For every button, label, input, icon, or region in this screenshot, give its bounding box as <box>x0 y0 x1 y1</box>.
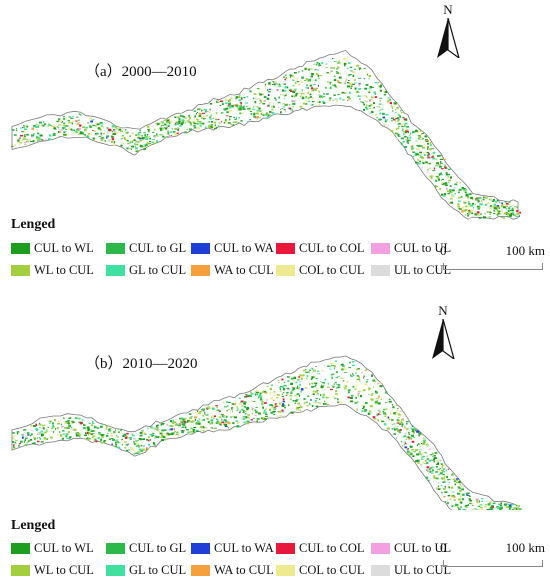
legend-swatch <box>11 264 30 276</box>
legend-item: WL to CUL <box>11 562 94 578</box>
north-arrow-a: N <box>428 2 468 58</box>
legend-item: WL to CUL <box>11 262 94 278</box>
panel-label-a: （a）2000—2010 <box>85 64 197 80</box>
scale-bar-b: 0 100 km <box>440 540 545 574</box>
legend-label: GL to CUL <box>129 562 187 577</box>
north-arrow-icon <box>432 319 455 359</box>
legend-swatch <box>11 564 30 576</box>
legend-item: CUL to WL <box>11 540 94 556</box>
legend-label: COL to CUL <box>299 262 365 277</box>
legend-item: WA to CUL <box>191 262 274 278</box>
legend-item: CUL to UL <box>371 540 451 556</box>
north-letter-b: N <box>438 303 448 318</box>
legend-label: WL to CUL <box>34 562 94 577</box>
legend-swatch <box>11 242 30 254</box>
legend-item: WA to CUL <box>191 562 274 578</box>
legend-label: UL to CUL <box>394 562 452 577</box>
legend-swatch <box>106 264 125 276</box>
legend-item: CUL to UL <box>371 240 451 256</box>
legend-item: CUL to GL <box>106 240 186 256</box>
legend-item: GL to CUL <box>106 262 186 278</box>
change-map-b <box>11 355 522 510</box>
legend-label: CUL to WA <box>214 240 274 255</box>
scale-line <box>443 560 543 567</box>
legend-label: WL to CUL <box>34 262 94 277</box>
scale-max-label: 100 km <box>505 540 545 555</box>
legend-item: CUL to COL <box>276 240 365 256</box>
legend-item: COL to CUL <box>276 562 365 578</box>
legend-label: CUL to UL <box>394 540 452 555</box>
legend-swatch <box>106 242 125 254</box>
legend-label: CUL to UL <box>394 240 452 255</box>
legend-swatch <box>276 564 295 576</box>
north-arrow-b: N <box>423 303 463 359</box>
legend-item: CUL to WL <box>11 240 94 256</box>
legend-label: WA to CUL <box>214 262 274 277</box>
legend-item: COL to CUL <box>276 262 365 278</box>
map-panel-a: （a）2000—2010 N Lenged CUL to WL CUL to GL… <box>11 2 545 278</box>
panel-label-b: （b）2010—2020 <box>85 356 198 372</box>
legend-item: CUL to COL <box>276 540 365 556</box>
scale-zero-label: 0 <box>440 243 447 258</box>
legend-item: UL to CUL <box>371 562 451 578</box>
legend-item: CUL to WA <box>191 540 274 556</box>
legend-swatch <box>191 264 210 276</box>
legend-label: CUL to WA <box>214 540 274 555</box>
legend-label: CUL to WL <box>34 240 94 255</box>
legend-item: GL to CUL <box>106 562 186 578</box>
legend-swatch <box>191 242 210 254</box>
legend-swatch <box>106 542 125 554</box>
change-patches <box>11 57 522 220</box>
legend-label: CUL to GL <box>129 540 187 555</box>
legend-label: COL to CUL <box>299 562 365 577</box>
legend-title-b: Lenged <box>11 518 56 533</box>
legend-swatch <box>371 542 390 554</box>
legend-item: CUL to WA <box>191 240 274 256</box>
legend-swatch <box>191 564 210 576</box>
legend-swatch <box>11 542 30 554</box>
scale-zero-label: 0 <box>440 540 447 555</box>
legend-title-a: Lenged <box>11 217 56 232</box>
legend-label: CUL to WL <box>34 540 94 555</box>
legend-swatch <box>371 564 390 576</box>
legend-label: WA to CUL <box>214 562 274 577</box>
legend-label: CUL to COL <box>299 540 365 555</box>
legend-swatch <box>106 564 125 576</box>
legend-swatch <box>276 542 295 554</box>
legend-swatch <box>276 242 295 254</box>
north-arrow-icon <box>437 18 460 58</box>
legend-item: UL to CUL <box>371 262 451 278</box>
north-letter-a: N <box>443 2 453 17</box>
map-panel-b: （b）2010—2020 N Lenged CUL to WL CUL to GL… <box>0 290 550 580</box>
legend-label: UL to CUL <box>394 262 452 277</box>
change-map-a <box>11 49 522 220</box>
legend-label: GL to CUL <box>129 262 187 277</box>
legend-swatch <box>276 264 295 276</box>
legend-swatch <box>371 264 390 276</box>
legend-item: CUL to GL <box>106 540 186 556</box>
scale-line <box>443 263 543 270</box>
legend-label: CUL to COL <box>299 240 365 255</box>
legend-swatch <box>371 242 390 254</box>
change-patches <box>12 360 522 510</box>
legend-label: CUL to GL <box>129 240 187 255</box>
scale-max-label: 100 km <box>505 243 545 258</box>
scale-bar-a: 0 100 km <box>440 243 545 277</box>
legend-swatch <box>191 542 210 554</box>
